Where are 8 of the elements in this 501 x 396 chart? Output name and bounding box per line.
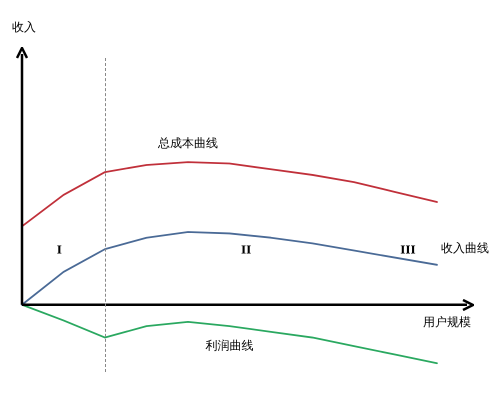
annotation: III <box>400 243 416 256</box>
series-label: 总成本曲线 <box>157 136 218 150</box>
series-label: 收入曲线 <box>441 240 489 255</box>
text: 收入 <box>12 20 36 34</box>
x-axis-title: 用户规模 <box>423 314 471 329</box>
annotation: II <box>240 243 252 256</box>
annotation: I <box>56 243 62 256</box>
series-label: 利润曲线 <box>206 338 254 352</box>
